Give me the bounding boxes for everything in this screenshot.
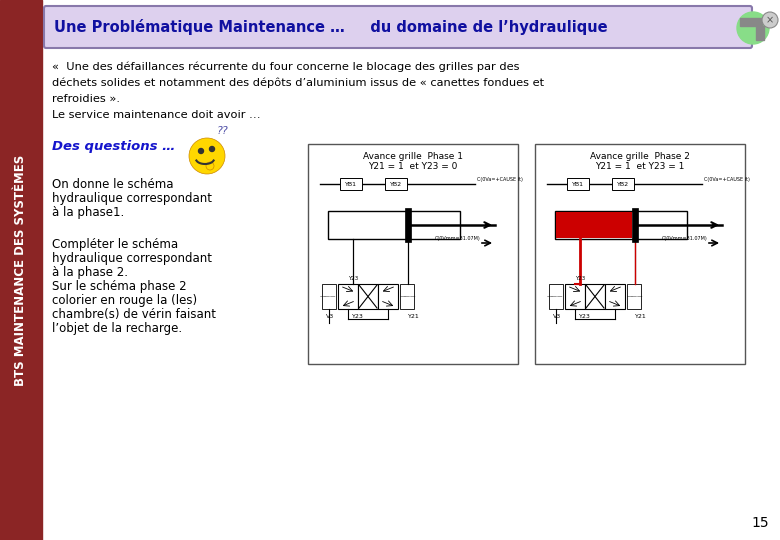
- Text: Compléter le schéma: Compléter le schéma: [52, 238, 178, 251]
- Text: colorier en rouge la (les): colorier en rouge la (les): [52, 294, 197, 307]
- Bar: [632, 208, 637, 242]
- Text: à la phase1.: à la phase1.: [52, 206, 124, 219]
- Text: YB2: YB2: [390, 181, 402, 186]
- Text: déchets solides et notamment des dépôts d’aluminium issus de « canettes fondues : déchets solides et notamment des dépôts …: [52, 78, 544, 89]
- Bar: [405, 208, 410, 242]
- Circle shape: [206, 162, 214, 170]
- Circle shape: [762, 12, 778, 28]
- Text: V3: V3: [326, 314, 334, 319]
- Bar: [385, 178, 407, 190]
- Text: Avance grille  Phase 1: Avance grille Phase 1: [363, 152, 463, 161]
- Text: refroidies ».: refroidies ».: [52, 94, 120, 104]
- Text: Y21 = 1  et Y23 = 1: Y21 = 1 et Y23 = 1: [595, 162, 685, 171]
- Bar: [378, 284, 398, 309]
- Bar: [0, 0, 42, 540]
- Bar: [322, 284, 336, 309]
- Bar: [612, 178, 634, 190]
- Text: Avance grille  Phase 2: Avance grille Phase 2: [590, 152, 690, 161]
- Text: 15: 15: [751, 516, 769, 530]
- Text: Y23: Y23: [575, 276, 585, 281]
- Text: Y23: Y23: [348, 276, 358, 281]
- Text: hydraulique correspondant: hydraulique correspondant: [52, 192, 212, 205]
- Text: ———: ———: [627, 294, 643, 299]
- Bar: [556, 212, 632, 238]
- Bar: [338, 284, 358, 309]
- Bar: [400, 284, 414, 309]
- Text: BTS MAINTENANCE DES SYSTÈMES: BTS MAINTENANCE DES SYSTÈMES: [15, 154, 27, 386]
- Text: Y23: Y23: [352, 314, 364, 319]
- Text: Une Problématique Maintenance …     du domaine de l’hydraulique: Une Problématique Maintenance … du domai…: [54, 19, 608, 35]
- Text: YB1: YB1: [345, 181, 357, 186]
- Bar: [549, 284, 563, 309]
- Text: C(0Va=+CAUSE it): C(0Va=+CAUSE it): [704, 177, 750, 182]
- Text: Le service maintenance doit avoir …: Le service maintenance doit avoir …: [52, 110, 261, 120]
- Text: Y21: Y21: [635, 314, 647, 319]
- Bar: [585, 284, 605, 309]
- Text: ———: ———: [320, 294, 336, 299]
- Bar: [567, 178, 589, 190]
- Text: hydraulique correspondant: hydraulique correspondant: [52, 252, 212, 265]
- Text: YB2: YB2: [617, 181, 629, 186]
- Text: C(0Vmm=31.07M): C(0Vmm=31.07M): [435, 236, 480, 241]
- Bar: [605, 284, 625, 309]
- Text: «  Une des défaillances récurrente du four concerne le blocage des grilles par d: « Une des défaillances récurrente du fou…: [52, 62, 519, 72]
- Text: C(0Vmm=31.07M): C(0Vmm=31.07M): [662, 236, 707, 241]
- Text: Y23: Y23: [579, 314, 591, 319]
- Circle shape: [737, 12, 769, 44]
- Bar: [740, 18, 762, 26]
- Bar: [535, 144, 745, 364]
- Circle shape: [189, 138, 225, 174]
- Text: ×: ×: [766, 15, 774, 25]
- Text: l’objet de la recharge.: l’objet de la recharge.: [52, 322, 182, 335]
- Bar: [340, 178, 362, 190]
- Text: Y21: Y21: [408, 314, 420, 319]
- Text: YB1: YB1: [572, 181, 584, 186]
- Text: C(0Va=+CAUSE it): C(0Va=+CAUSE it): [477, 177, 523, 182]
- Text: On donne le schéma: On donne le schéma: [52, 178, 173, 191]
- Bar: [308, 144, 518, 364]
- Bar: [555, 211, 687, 239]
- Bar: [756, 26, 764, 40]
- Text: à la phase 2.: à la phase 2.: [52, 266, 128, 279]
- Text: Des questions …: Des questions …: [52, 140, 176, 153]
- Circle shape: [198, 148, 204, 153]
- Bar: [565, 284, 585, 309]
- Text: Sur le schéma phase 2: Sur le schéma phase 2: [52, 280, 186, 293]
- FancyBboxPatch shape: [44, 6, 752, 48]
- Bar: [328, 211, 460, 239]
- Text: ———: ———: [399, 294, 417, 299]
- Text: Y21 = 1  et Y23 = 0: Y21 = 1 et Y23 = 0: [368, 162, 458, 171]
- Text: ———: ———: [547, 294, 563, 299]
- Circle shape: [210, 146, 215, 152]
- Text: ??: ??: [217, 126, 229, 136]
- Bar: [358, 284, 378, 309]
- Text: chambre(s) de vérin faisant: chambre(s) de vérin faisant: [52, 308, 216, 321]
- Text: V3: V3: [553, 314, 561, 319]
- Bar: [627, 284, 641, 309]
